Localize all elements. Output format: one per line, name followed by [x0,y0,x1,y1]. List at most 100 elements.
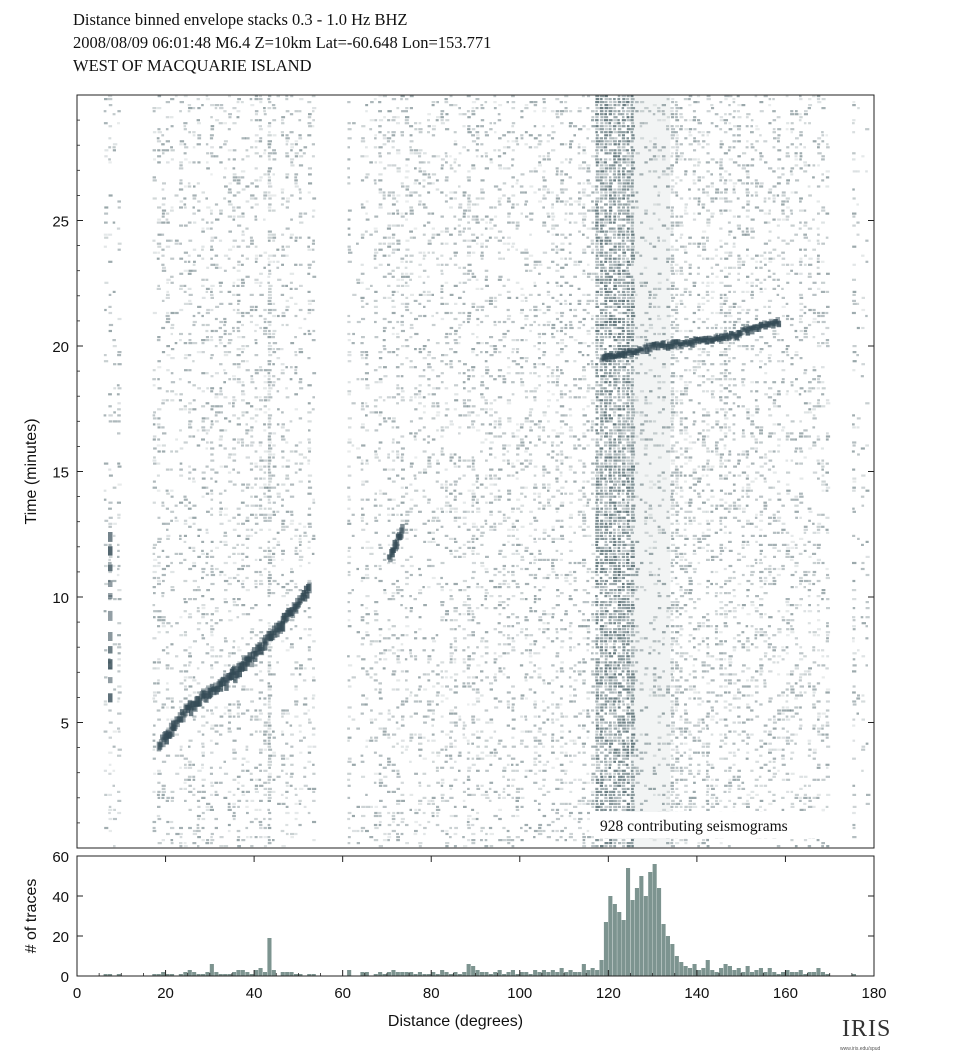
heatmap-cell [427,363,431,366]
heatmap-cell [511,164,514,167]
heatmap-cell [241,586,245,589]
heatmap-cell [507,242,511,245]
heatmap-cell [223,176,227,179]
heatmap-cell [192,679,197,682]
heatmap-cell [113,688,117,691]
heatmap-cell [170,839,174,842]
heatmap-cell [152,480,156,483]
heatmap-cell [156,709,161,712]
heatmap-cell [192,775,196,778]
heatmap-cell [497,643,502,646]
heatmap-cell [511,613,515,616]
heatmap-cell [272,486,277,489]
heatmap-cell [263,450,268,453]
heatmap-cell [409,498,414,501]
heatmap-cell [426,299,431,302]
heatmap-cell [201,811,205,815]
heatmap-cell [560,552,563,555]
heatmap-cell [515,808,520,811]
heatmap-cell [401,453,405,456]
heatmap-cell [303,525,307,528]
heatmap-cell [431,796,436,799]
heatmap-cell [382,197,386,200]
heatmap-cell [400,546,404,549]
heatmap-cell [165,706,169,709]
heatmap-cell [427,351,432,354]
heatmap-cell [205,721,209,724]
heatmap-cell [542,682,546,685]
heatmap-cell [188,652,192,655]
heatmap-cell [280,363,285,366]
heatmap-cell [170,667,174,670]
heatmap-cell [281,504,284,507]
heatmap-cell [227,200,232,203]
heatmap-cell [396,212,400,215]
heatmap-cell [117,462,121,465]
heatmap-cell [449,95,453,98]
heatmap-cell [520,555,524,558]
heatmap-cell [409,360,413,363]
heatmap-cell [373,257,377,260]
heatmap-cell [263,396,268,399]
heatmap-cell [267,167,273,170]
heatmap-cell [519,742,524,745]
heatmap-cell [484,739,489,742]
heatmap-cell [409,236,415,239]
heatmap-cell [551,739,555,742]
heatmap-cell [249,733,254,736]
heatmap-cell [228,721,231,724]
heatmap-cell [387,245,392,248]
heatmap-cell [263,317,267,321]
heatmap-cell [170,799,174,802]
heatmap-cell [249,718,253,721]
heatmap-cell [405,107,409,110]
heatmap-cell [183,290,187,293]
heatmap-cell [184,354,188,357]
heatmap-cell [480,251,484,254]
heatmap-cell [112,146,116,149]
heatmap-cell [392,733,397,736]
heatmap-cell [361,694,365,697]
heatmap-cell [268,513,272,516]
heatmap-cell [286,757,290,760]
heatmap-cell [528,146,533,149]
heatmap-cell [166,820,170,824]
heatmap-cell [471,757,475,760]
heatmap-cell [179,534,182,537]
heatmap-cell [351,589,354,592]
heatmap-cell [166,727,171,730]
heatmap-cell [506,836,511,839]
heatmap-cell [488,826,493,830]
heatmap-cell [161,326,166,330]
heatmap-cell [449,619,454,622]
heatmap-cell [533,799,537,802]
heatmap-cell [374,519,379,522]
heatmap-cell [214,155,219,158]
heatmap-cell [361,667,365,670]
heatmap-cell [537,537,541,540]
heatmap-cell [268,453,272,456]
heatmap-cell [489,736,493,739]
heatmap-cell [307,462,310,465]
heatmap-cell [396,727,401,730]
heatmap-cell [237,336,241,339]
heatmap-cell [112,643,117,646]
heatmap-cell [298,326,303,330]
heatmap-cell [493,456,497,459]
heatmap-cell [165,555,170,558]
heatmap-cell [463,589,467,592]
heatmap-cell [369,676,373,679]
heatmap-cell [396,579,399,583]
heatmap-cell [542,721,546,724]
heatmap-cell [232,483,237,486]
heatmap-cell [165,664,170,667]
heatmap-cell [117,354,122,357]
heatmap-cell [511,122,516,125]
heatmap-cell [241,188,246,191]
heatmap-cell [308,718,311,721]
heatmap-cell [458,113,463,116]
chart-title-line-2: 2008/08/09 06:01:48 M6.4 Z=10km Lat=-60.… [73,33,492,52]
heatmap-cell [157,781,161,784]
heatmap-cell [307,447,312,450]
heatmap-cell [475,501,479,504]
